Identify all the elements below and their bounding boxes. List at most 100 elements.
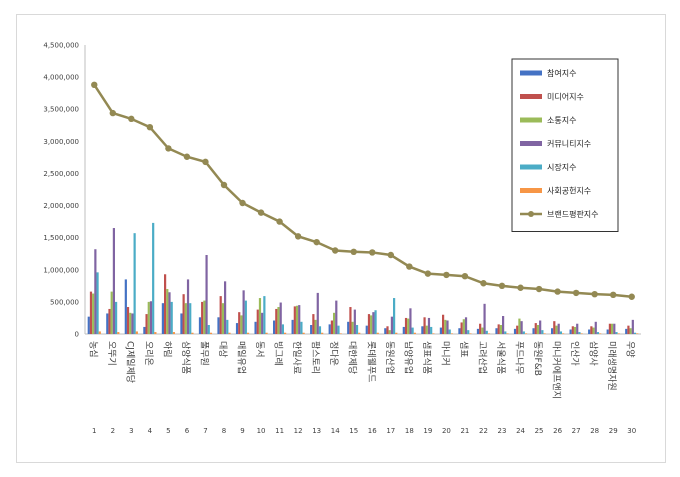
bar-소통지수 <box>166 289 169 334</box>
category-label: 농심 <box>87 341 98 358</box>
bar-시장지수 <box>152 222 155 334</box>
y-tick-label: 4,500,000 <box>43 42 79 50</box>
bar-미디어지수 <box>386 326 389 334</box>
y-tick-label: 3,500,000 <box>43 106 79 114</box>
bar-커뮤니티지수 <box>168 292 171 334</box>
bar-시장지수 <box>448 329 451 334</box>
bar-미디어지수 <box>553 321 556 334</box>
bar-커뮤니티지수 <box>131 313 134 334</box>
bar-미디어지수 <box>89 291 93 334</box>
category-label: 동원산업 <box>384 341 395 374</box>
bar-참여지수 <box>532 328 535 334</box>
bar-커뮤니티지수 <box>446 320 449 334</box>
category-label: 매일유업 <box>236 341 247 374</box>
bar-미디어지수 <box>367 314 371 334</box>
legend-swatch-marker <box>528 211 534 217</box>
point-브랜드평판지수 <box>313 238 320 246</box>
bar-시장지수 <box>411 327 414 334</box>
category-label: 푸드나무 <box>514 341 525 374</box>
bar-사회공헌지수 <box>580 333 583 334</box>
bar-사회공헌지수 <box>302 332 305 334</box>
rank-label: 18 <box>405 427 414 435</box>
y-tick-label: 2,000,000 <box>43 202 79 210</box>
legend-swatch <box>520 70 542 76</box>
point-브랜드평판지수 <box>128 115 135 123</box>
bar-커뮤니티지수 <box>520 321 523 334</box>
bar-시장지수 <box>318 326 322 334</box>
category-label: 우양 <box>625 341 636 358</box>
bar-커뮤니티지수 <box>298 305 301 334</box>
bar-시장지수 <box>281 324 284 334</box>
legend-label: 참여지수 <box>547 68 576 78</box>
bar-미디어지수 <box>349 307 352 334</box>
bar-소통지수 <box>92 293 95 334</box>
bar-참여지수 <box>384 328 387 334</box>
bar-참여지수 <box>458 328 461 334</box>
bar-사회공헌지수 <box>339 333 342 334</box>
y-tick-label: 0 <box>75 331 79 339</box>
bar-시장지수 <box>596 332 600 334</box>
bar-소통지수 <box>129 312 132 334</box>
bar-참여지수 <box>347 321 350 334</box>
bar-사회공헌지수 <box>562 333 565 334</box>
rank-label: 21 <box>460 427 469 435</box>
bar-소통지수 <box>221 303 224 334</box>
point-브랜드평판지수 <box>332 247 339 254</box>
bar-소통지수 <box>147 301 150 334</box>
rank-label: 25 <box>535 427 544 435</box>
rank-label: 22 <box>479 427 488 435</box>
category-label: 샘표식품 <box>421 341 432 374</box>
rank-label: 5 <box>166 427 170 435</box>
point-브랜드평판지수 <box>406 263 413 270</box>
bar-커뮤니티지수 <box>279 302 282 334</box>
bar-참여지수 <box>328 324 331 334</box>
category-label: 마니커에프앤지 <box>551 341 562 399</box>
bar-미디어지수 <box>182 294 185 334</box>
bar-사회공헌지수 <box>228 332 231 334</box>
point-브랜드평판지수 <box>387 251 394 259</box>
bar-참여지수 <box>217 317 220 334</box>
y-tick-label: 2,500,000 <box>43 170 79 178</box>
bar-사회공헌지수 <box>172 332 175 334</box>
bar-소통지수 <box>240 315 243 334</box>
category-label: 빙그레 <box>273 341 284 366</box>
bar-시장지수 <box>467 330 470 334</box>
bar-미디어지수 <box>627 325 630 334</box>
bar-시장지수 <box>207 325 210 334</box>
bar-시장지수 <box>374 310 377 334</box>
bar-사회공헌지수 <box>376 332 379 334</box>
bar-사회공헌지수 <box>191 332 194 334</box>
category-label: 하림 <box>161 341 173 358</box>
bar-미디어지수 <box>404 317 408 334</box>
bar-사회공헌지수 <box>599 333 602 334</box>
bar-소통지수 <box>592 327 595 334</box>
point-브랜드평판지수 <box>628 293 635 300</box>
bar-커뮤니티지수 <box>631 319 634 334</box>
bar-커뮤니티지수 <box>205 255 208 334</box>
rank-label: 12 <box>294 427 303 435</box>
rank-label: 20 <box>442 427 451 435</box>
bar-참여지수 <box>588 329 591 334</box>
rank-label: 29 <box>609 427 618 435</box>
bar-미디어지수 <box>534 323 537 334</box>
bar-참여지수 <box>495 328 498 334</box>
bar-커뮤니티지수 <box>224 281 227 334</box>
bar-시장지수 <box>541 330 544 334</box>
bar-참여지수 <box>180 313 183 334</box>
bar-사회공헌지수 <box>543 333 546 334</box>
bar-사회공헌지수 <box>413 332 416 334</box>
category-label: 남양유업 <box>402 341 413 374</box>
category-label: 동서 <box>254 341 265 358</box>
rank-label: 6 <box>185 427 190 435</box>
bar-커뮤니티지수 <box>557 323 560 334</box>
bar-시장지수 <box>355 325 359 334</box>
rank-label: 30 <box>627 427 636 435</box>
category-label: 롯데웰푸드 <box>365 341 376 382</box>
point-브랜드평판지수 <box>91 81 98 89</box>
bar-시장지수 <box>300 321 303 334</box>
bar-커뮤니티지수 <box>112 228 115 334</box>
bar-시장지수 <box>485 330 488 334</box>
bar-사회공헌지수 <box>524 333 528 334</box>
point-브랜드평판지수 <box>443 271 450 279</box>
category-label: 대한제당 <box>347 341 358 374</box>
